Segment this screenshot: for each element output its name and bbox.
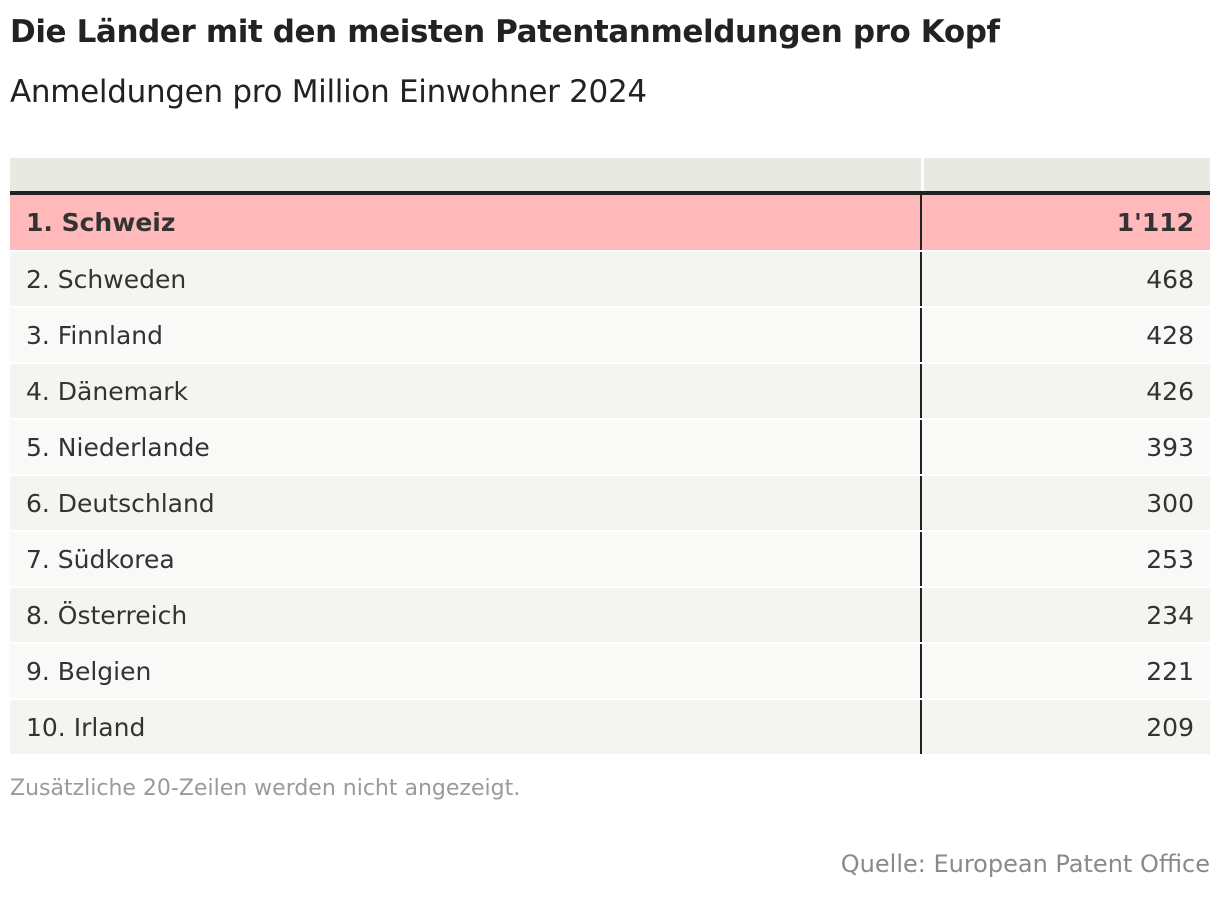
row-country: 10. Irland	[10, 700, 922, 754]
header-name-column	[10, 158, 921, 191]
row-country: 6. Deutschland	[10, 476, 922, 530]
table-header	[10, 158, 1210, 195]
page-title: Die Länder mit den meisten Patentanmeldu…	[10, 14, 1000, 50]
ranking-table: 1. Schweiz 1'112 2. Schweden 468 3. Finn…	[10, 158, 1210, 756]
row-country: 1. Schweiz	[10, 195, 922, 250]
row-value: 300	[1146, 488, 1194, 518]
table-row: 7. Südkorea 253	[10, 532, 1210, 588]
table-row-highlighted: 1. Schweiz 1'112	[10, 195, 1210, 252]
source-credit: Quelle: European Patent Office	[840, 850, 1210, 878]
row-value: 234	[1146, 600, 1194, 630]
table-row: 10. Irland 209	[10, 700, 1210, 756]
table-row: 3. Finnland 428	[10, 308, 1210, 364]
row-country: 4. Dänemark	[10, 364, 922, 418]
row-value: 253	[1146, 544, 1194, 574]
table-row: 5. Niederlande 393	[10, 420, 1210, 476]
table-row: 6. Deutschland 300	[10, 476, 1210, 532]
row-value: 393	[1146, 432, 1194, 462]
hidden-rows-note: Zusätzliche 20-Zeilen werden nicht angez…	[10, 776, 521, 801]
row-country: 5. Niederlande	[10, 420, 922, 474]
row-value: 468	[1146, 264, 1194, 294]
row-country: 8. Österreich	[10, 588, 922, 642]
header-value-column	[924, 158, 1210, 191]
row-value: 426	[1146, 376, 1194, 406]
row-country: 9. Belgien	[10, 644, 922, 698]
table-row: 2. Schweden 468	[10, 252, 1210, 308]
row-value: 209	[1146, 712, 1194, 742]
header-divider	[921, 158, 924, 191]
row-value: 221	[1146, 656, 1194, 686]
row-country: 3. Finnland	[10, 308, 922, 362]
table-row: 4. Dänemark 426	[10, 364, 1210, 420]
table-row: 9. Belgien 221	[10, 644, 1210, 700]
row-value: 1'112	[1116, 208, 1194, 237]
table-row: 8. Österreich 234	[10, 588, 1210, 644]
page-subtitle: Anmeldungen pro Million Einwohner 2024	[10, 74, 647, 110]
row-country: 2. Schweden	[10, 252, 922, 306]
row-value: 428	[1146, 320, 1194, 350]
row-country: 7. Südkorea	[10, 532, 922, 586]
